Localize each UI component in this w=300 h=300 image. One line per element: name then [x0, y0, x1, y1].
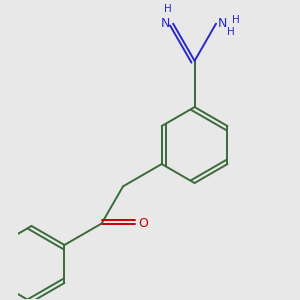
- Text: H: H: [164, 4, 172, 14]
- Text: N: N: [161, 17, 170, 30]
- Text: O: O: [138, 217, 148, 230]
- Text: N: N: [218, 17, 227, 30]
- Text: H: H: [232, 15, 240, 25]
- Text: H: H: [226, 27, 234, 37]
